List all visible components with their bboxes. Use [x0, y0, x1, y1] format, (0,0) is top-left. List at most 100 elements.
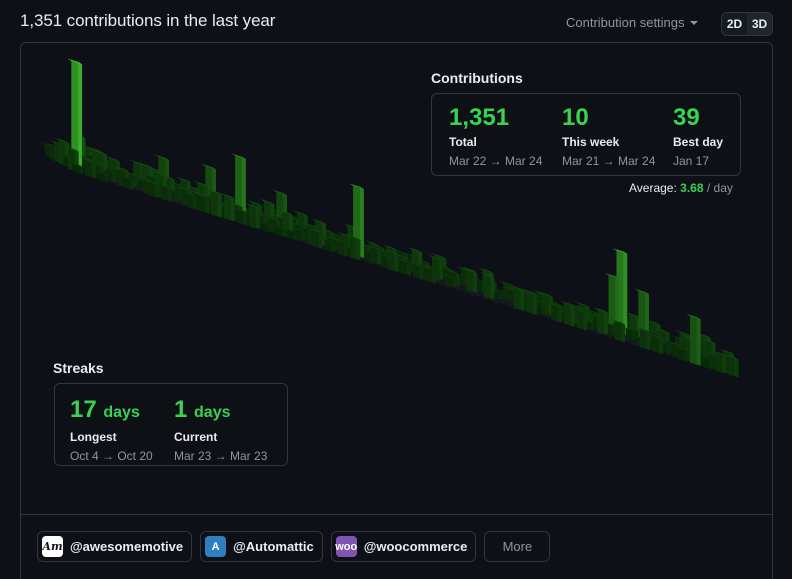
automattic-logo-icon: A [205, 536, 227, 557]
average-unit: / day [706, 181, 733, 195]
org-awesomemotive-button[interactable]: Am @awesomemotive [37, 531, 193, 562]
stat-this-week: 10 This week Mar 21 → Mar 24 [562, 104, 655, 168]
contribution-bar [698, 354, 714, 370]
contribution-bar [219, 192, 235, 222]
contribution-bar [534, 312, 550, 320]
contribution-bar [711, 350, 726, 374]
contribution-bar [408, 261, 424, 281]
contribution-bar [479, 272, 495, 301]
contribution-bar [93, 169, 109, 183]
contribution-bar [497, 300, 512, 308]
contribution-bar [345, 234, 361, 261]
contribution-bar [295, 237, 310, 245]
organization-list: Am @awesomemotive A @Automattic woo @woo… [37, 531, 551, 562]
contribution-bar [282, 227, 298, 242]
streak-current-range: Mar 23 → Mar 23 [174, 449, 268, 463]
contribution-bar [81, 157, 96, 179]
contribution-bar [396, 257, 411, 277]
contributions-section-title: Contributions [431, 70, 523, 86]
contribution-bar [446, 284, 462, 292]
streak-longest-range: Oct 4 → Oct 20 [70, 449, 153, 463]
view-toggle: 2D 3D [721, 12, 773, 36]
org-awesomemotive-label: @awesomemotive [70, 539, 184, 554]
view-3d-button[interactable]: 3D [747, 13, 772, 35]
contribution-bar [207, 188, 222, 218]
woocommerce-logo-icon: woo [335, 536, 357, 557]
org-automattic-button[interactable]: A @Automattic [200, 531, 323, 562]
contribution-bar [182, 191, 197, 210]
contribution-bar [648, 333, 663, 355]
contribution-bar [119, 174, 134, 191]
contribution-bar [144, 179, 159, 199]
contribution-bar [358, 257, 373, 265]
stat-this-week-label: This week [562, 135, 620, 149]
stat-best-day-value: 39 [673, 104, 700, 131]
streak-current-unit: days [194, 404, 231, 421]
contribution-bar [723, 354, 739, 378]
contribution-bar [660, 351, 676, 359]
average-per-day: Average: 3.68 / day [629, 181, 733, 195]
contribution-bar [560, 300, 575, 327]
contribution-settings-label: Contribution settings [566, 15, 685, 30]
organizations-bar [20, 515, 773, 579]
contribution-bar [320, 237, 336, 253]
contribution-bar [156, 183, 172, 203]
stat-best-day-range: Jan 17 [673, 154, 710, 168]
contribution-bar [366, 244, 381, 266]
contribution-bar [67, 58, 82, 171]
contribution-bar [635, 326, 651, 351]
awesomemotive-logo-icon: Am [42, 536, 63, 557]
contribution-settings-dropdown[interactable]: Contribution settings [566, 15, 698, 30]
stat-total-range: Mar 22 → Mar 24 [449, 154, 543, 168]
contribution-bar [572, 307, 588, 331]
contribution-bar [593, 307, 608, 336]
contribution-bar [106, 179, 121, 187]
isometric-contribution-graph [41, 58, 739, 378]
contribution-bar [371, 261, 386, 269]
streak-current-label: Current [174, 430, 218, 444]
more-organizations-button[interactable]: More [484, 531, 551, 562]
streak-longest: 17 days Longest Oct 4 → Oct 20 [70, 396, 153, 463]
contribution-panel: Contributions 1,351 Total Mar 22 → Mar 2… [20, 42, 773, 522]
contribution-bar [686, 313, 701, 366]
stat-this-week-value: 10 [562, 104, 589, 131]
contribution-bar [459, 288, 474, 296]
view-2d-button[interactable]: 2D [726, 17, 743, 31]
panel-divider [20, 514, 773, 515]
contribution-bar [245, 203, 260, 230]
contribution-bar [547, 302, 562, 323]
contribution-bar [421, 265, 436, 284]
contribution-bar [610, 318, 625, 343]
average-value: 3.68 [680, 181, 704, 195]
contribution-bar [673, 346, 688, 362]
org-woocommerce-button[interactable]: woo @woocommerce [330, 531, 477, 562]
contribution-bar [194, 192, 210, 214]
stat-best-day-label: Best day [673, 135, 724, 149]
average-label: Average: [629, 181, 677, 195]
contribution-bar [131, 187, 147, 195]
contribution-bar [333, 238, 348, 257]
stat-this-week-range: Mar 21 → Mar 24 [562, 154, 656, 168]
streak-longest-unit: days [103, 404, 140, 421]
contribution-bar [101, 168, 117, 184]
contributions-heading: 1,351 contributions in the last year [20, 11, 276, 30]
contribution-bar [623, 339, 638, 347]
streak-longest-value: 17 [70, 396, 97, 423]
streak-longest-label: Longest [70, 430, 117, 444]
stat-total-value: 1,351 [449, 104, 510, 131]
contribution-bar [257, 220, 273, 234]
contribution-bar [232, 207, 247, 226]
contribution-bar [270, 224, 285, 238]
contribution-bar [509, 285, 525, 312]
stat-total: 1,351 Total Mar 22 → Mar 24 [449, 104, 542, 168]
contribution-bar [462, 268, 478, 295]
caret-down-icon [689, 21, 698, 25]
contribution-bar [522, 289, 537, 316]
contribution-bar [169, 198, 184, 206]
org-automattic-label: @Automattic [233, 539, 314, 554]
stat-total-label: Total [449, 135, 477, 149]
org-woocommerce-label: @woocommerce [363, 539, 468, 554]
streak-current-value: 1 [174, 396, 188, 423]
contribution-bar [383, 248, 399, 273]
